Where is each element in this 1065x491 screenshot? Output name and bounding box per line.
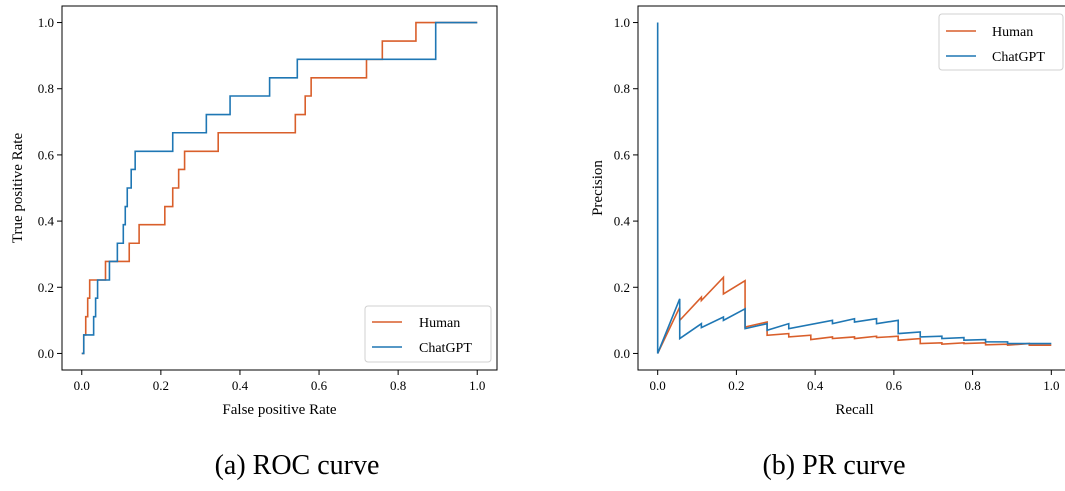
roc-y-axis-label: True positive Rate — [10, 133, 26, 244]
pr-y-tick-label: 0.6 — [614, 147, 631, 162]
roc-x-tick-label: 0.8 — [390, 378, 406, 393]
roc-x-tick-label: 1.0 — [469, 378, 485, 393]
pr-chart: 0.0 0.2 0.4 0.6 0.8 1.0 0.0 0.2 0.4 0.6 0.8 1.0 Re… — [590, 5, 1065, 481]
roc-chart: 0.0 0.2 0.4 0.6 0.8 1.0 0.0 0.2 0.4 0.6 0.8 1.0 Fa… — [10, 5, 498, 481]
pr-plot-frame — [637, 5, 1065, 371]
roc-legend-box — [364, 305, 492, 363]
pr-x-tick-label: 0.4 — [807, 378, 824, 393]
pr-caption: (b) PR curve — [762, 450, 905, 481]
pr-x-tick-label: 1.0 — [1043, 378, 1059, 393]
roc-legend-chatgpt-label: ChatGPT — [419, 341, 472, 356]
pr-series-chatgpt-line — [656, 22, 1052, 354]
pr-y-tick-label: 0.4 — [614, 214, 631, 229]
roc-legend-human-label: Human — [419, 316, 460, 331]
pr-x-tick-label: 0.8 — [964, 378, 980, 393]
pr-x-tick-label: 0.2 — [728, 378, 744, 393]
pr-legend-human-label: Human — [992, 25, 1033, 40]
roc-x-tick-label: 0.0 — [74, 378, 90, 393]
roc-caption: (a) ROC curve — [215, 450, 380, 481]
roc-y-tick-label: 0.4 — [38, 214, 55, 229]
pr-legend-chatgpt-label: ChatGPT — [992, 50, 1045, 65]
roc-y-tick-label: 1.0 — [38, 15, 54, 30]
roc-y-tick-label: 0.0 — [38, 346, 54, 361]
pr-legend: Human ChatGPT — [938, 13, 1064, 71]
roc-x-tick-label: 0.4 — [232, 378, 249, 393]
roc-series-lines — [81, 21, 478, 355]
pr-y-axis-label: Precision — [590, 160, 606, 216]
pr-y-tick-label: 0.0 — [614, 346, 630, 361]
pr-y-tick-label: 0.2 — [614, 280, 630, 295]
roc-y-ticks: 0.0 0.2 0.4 0.6 0.8 1.0 — [38, 15, 62, 361]
roc-y-tick-label: 0.8 — [38, 81, 54, 96]
pr-x-axis-label: Recall — [835, 402, 873, 418]
pr-y-tick-label: 0.8 — [614, 81, 630, 96]
pr-y-ticks: 0.0 0.2 0.4 0.6 0.8 1.0 — [614, 15, 638, 361]
pr-series-human-line — [656, 275, 1052, 354]
roc-x-ticks: 0.0 0.2 0.4 0.6 0.8 1.0 — [74, 370, 485, 393]
roc-y-tick-label: 0.6 — [38, 147, 55, 162]
roc-plot-frame — [61, 5, 498, 371]
pr-x-tick-label: 0.0 — [650, 378, 666, 393]
pr-x-ticks: 0.0 0.2 0.4 0.6 0.8 1.0 — [650, 370, 1059, 393]
roc-y-tick-label: 0.2 — [38, 280, 54, 295]
roc-series-chatgpt-line — [81, 21, 478, 355]
pr-series-lines — [656, 22, 1052, 354]
pr-y-tick-label: 1.0 — [614, 15, 630, 30]
roc-x-axis-label: False positive Rate — [222, 402, 336, 418]
roc-x-tick-label: 0.2 — [153, 378, 169, 393]
pr-x-tick-label: 0.6 — [886, 378, 903, 393]
roc-series-human-line — [81, 21, 478, 355]
roc-legend: Human ChatGPT — [364, 305, 492, 363]
roc-x-tick-label: 0.6 — [311, 378, 328, 393]
